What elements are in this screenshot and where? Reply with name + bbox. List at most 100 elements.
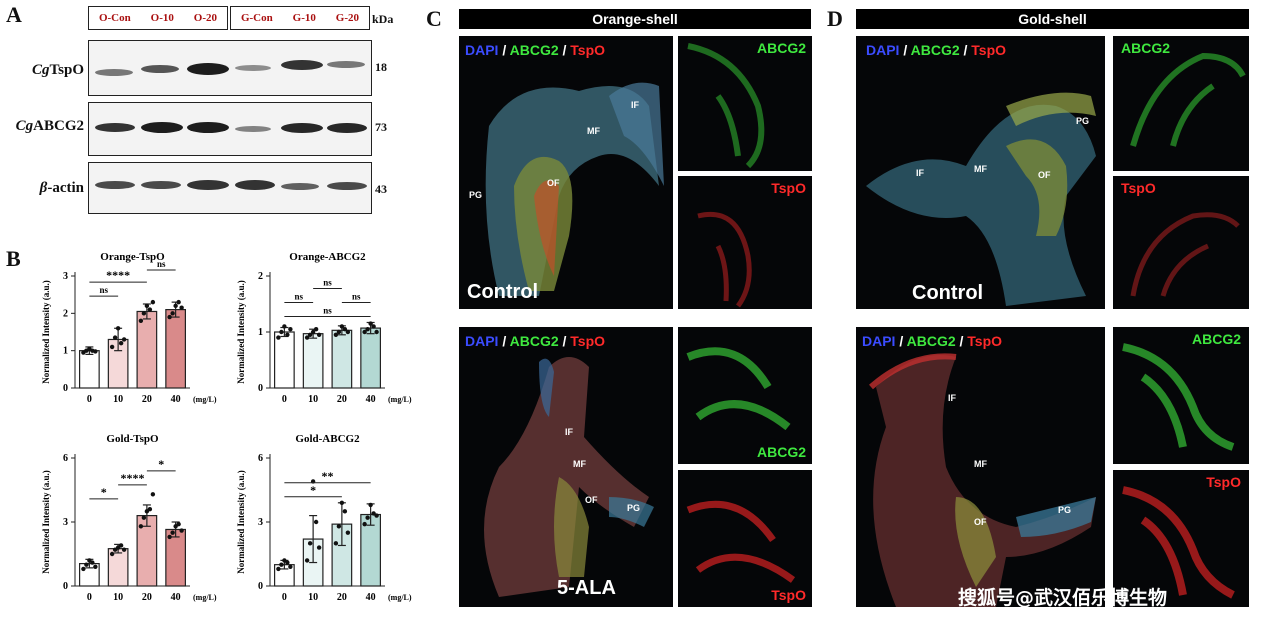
data-point (279, 329, 284, 335)
y-tick-label: 0 (258, 383, 263, 394)
region-mf: MF (587, 126, 600, 136)
significance-label: ns (99, 285, 108, 295)
bar-chart-svg: Gold-ABCG2 0 3 6 Normalized Intensity (a.u.)… (236, 433, 412, 603)
kda-tspo: 18 (375, 60, 387, 74)
data-point (90, 560, 95, 565)
significance-label: **** (106, 268, 130, 282)
region-pg: PG (1058, 505, 1072, 515)
data-point (109, 551, 115, 557)
data-point (118, 543, 124, 548)
y-tick-label: 0 (63, 383, 68, 394)
tspo-label: TspO (771, 587, 806, 603)
blot-band (187, 180, 229, 190)
y-axis-label: Normalized Intensity (a.u.) (41, 470, 51, 574)
data-point (147, 507, 153, 512)
region-if: IF (916, 168, 924, 178)
x-axis-unit: (mg/L) (388, 593, 412, 602)
region-of: OF (585, 495, 598, 505)
x-tick-label: 20 (337, 592, 347, 603)
data-point (333, 332, 339, 337)
data-point (285, 560, 290, 565)
significance-label: ns (323, 277, 332, 287)
y-tick-label: 0 (63, 581, 68, 592)
blot-tspo (88, 40, 372, 96)
panel-label-b: B (6, 246, 21, 271)
blot-band (235, 65, 271, 71)
panel-label-a: A (6, 2, 22, 27)
blot-band (95, 181, 135, 189)
group-label: G-10 (292, 12, 316, 24)
gold-control-merged-image: DAPI / ABCG2 / TspO PG IF MF OF Control (856, 36, 1105, 309)
blot-band (281, 60, 323, 70)
blot-band (187, 63, 229, 75)
blot-band (187, 122, 229, 133)
bar (136, 310, 158, 389)
significance-label: ns (157, 259, 166, 269)
y-tick-label: 2 (63, 308, 68, 319)
significance-label: ns (323, 305, 332, 315)
data-point (141, 515, 147, 520)
data-point (115, 326, 121, 331)
y-tick-label: 2 (258, 271, 263, 282)
data-point (362, 329, 367, 335)
data-point (138, 318, 144, 323)
blot-band (327, 182, 367, 190)
chart-orange-abcg2: Orange-ABCG2 0 1 2 Normalized Intensity (a.u… (225, 246, 425, 416)
data-point (316, 332, 322, 337)
kda-abcg2: 73 (375, 120, 387, 134)
data-point (121, 547, 127, 552)
chart-title: Orange-ABCG2 (289, 251, 366, 263)
data-point (365, 327, 370, 332)
orange-ala-tspo-image: TspO (678, 470, 812, 607)
chart-title: Gold-ABCG2 (295, 433, 360, 445)
blot-band (235, 180, 275, 190)
gold-group-header: G-Con G-10 G-20 (230, 6, 370, 30)
data-point (313, 327, 319, 332)
data-point (345, 530, 351, 535)
data-point (307, 541, 313, 546)
bar (302, 333, 324, 389)
data-point (285, 332, 290, 337)
y-axis-label: Normalized Intensity (a.u.) (236, 280, 246, 384)
y-tick-label: 3 (63, 517, 68, 528)
data-point (342, 509, 348, 514)
blot-band (141, 181, 181, 189)
gold-control-abcg2-image: ABCG2 (1113, 36, 1249, 171)
panel-label-c: C (426, 6, 442, 31)
blot-row-label-actin: β-actin (39, 180, 84, 196)
data-point (368, 321, 373, 326)
region-pg: PG (1076, 116, 1090, 126)
data-point (118, 341, 124, 346)
blot-band (281, 183, 319, 190)
watermark-text: 搜狐号@武汉佰乐博生物 (958, 587, 1168, 609)
orange-ala-merged-image: DAPI / ABCG2 / TspO IF MF OF PG 5-ALA (459, 327, 673, 607)
data-point (144, 303, 150, 309)
significance-label: ns (294, 291, 303, 301)
abcg2-label: ABCG2 (1121, 40, 1171, 56)
data-point (112, 335, 118, 340)
blot-band (95, 69, 133, 76)
significance-label: * (310, 483, 316, 497)
control-label: Control (467, 281, 539, 303)
tissue-section (869, 353, 1096, 607)
x-tick-label: 40 (171, 394, 181, 405)
data-point (310, 329, 316, 335)
data-point (150, 492, 156, 497)
bar-chart-svg: Gold-TspO 0 3 6 Normalized Intensity (a.u.) 0… (41, 433, 217, 603)
x-tick-label: 20 (142, 394, 152, 405)
region-pg: PG (469, 190, 483, 200)
data-point (167, 314, 172, 320)
y-tick-label: 3 (258, 517, 263, 528)
chart-gold-abcg2: Gold-ABCG2 0 3 6 Normalized Intensity (a.u.)… (225, 428, 425, 614)
data-point (93, 349, 98, 354)
data-point (374, 329, 379, 335)
y-tick-label: 1 (63, 346, 68, 357)
blot-abcg2 (88, 102, 372, 156)
region-if: IF (631, 100, 639, 110)
data-point (147, 307, 153, 312)
tspo-label: TspO (1121, 180, 1156, 196)
data-point (141, 311, 147, 316)
y-tick-label: 3 (63, 271, 68, 282)
tspo-label: TspO (771, 180, 806, 196)
bar (78, 350, 100, 389)
